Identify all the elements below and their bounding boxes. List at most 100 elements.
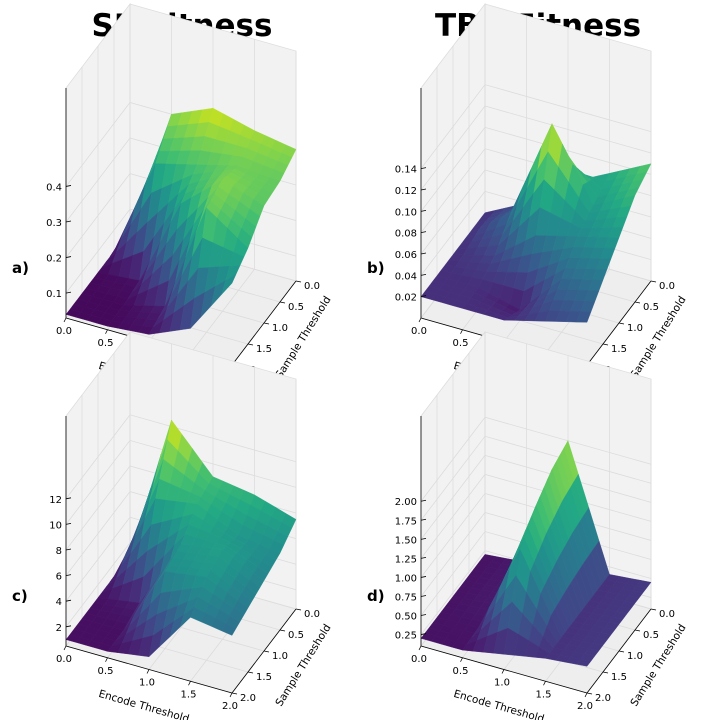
- y-tick-mark: [634, 629, 641, 632]
- y-tick-mark: [650, 280, 657, 283]
- z-tick-label: 0.25: [395, 631, 417, 642]
- y-tick-mark: [634, 301, 641, 304]
- z-tick-mark: [65, 291, 72, 294]
- y-tick-mark: [618, 322, 625, 325]
- z-tick-label: 0.50: [395, 612, 417, 623]
- y-tick-label: 1.0: [272, 323, 288, 334]
- z-tick-label: 0.02: [395, 293, 417, 304]
- grid-line: [420, 126, 652, 212]
- z-tick-label: 0.4: [46, 182, 62, 193]
- grid-line: [65, 439, 297, 525]
- z-tick-mark: [420, 614, 427, 616]
- surface-facet: [576, 658, 592, 667]
- z-tick-mark: [420, 537, 427, 540]
- y-tick-label: 0.5: [288, 302, 304, 313]
- x-tick-mark: [501, 669, 505, 674]
- panel-label-d: d): [367, 587, 385, 605]
- z-tick-label: 0.14: [395, 165, 417, 176]
- grid-line: [420, 105, 652, 191]
- y-tick-label: 1.0: [272, 651, 288, 662]
- grid-line: [420, 454, 652, 540]
- panel-label-b: b): [367, 259, 385, 277]
- z-tick-label: 2.00: [395, 497, 417, 508]
- y-tick-mark: [231, 692, 238, 695]
- y-tick-label: 0.5: [643, 630, 659, 641]
- grid-line: [190, 269, 255, 354]
- y-tick-label: 0.5: [643, 302, 659, 313]
- x-tick-label: 2.0: [222, 701, 238, 712]
- x-tick-mark: [543, 681, 546, 686]
- x-tick-mark: [63, 645, 67, 651]
- y-tick-label: 1.5: [256, 344, 272, 355]
- z-tick-mark: [420, 499, 427, 502]
- x-tick-mark: [229, 692, 233, 698]
- surface-facet: [576, 311, 592, 323]
- y-tick-label: 2.0: [595, 693, 611, 704]
- y-tick-mark: [263, 650, 270, 653]
- x-tick-mark: [105, 329, 108, 334]
- z-tick-label: 0.10: [395, 207, 417, 218]
- x-tick-label: 1.5: [536, 689, 552, 700]
- x-axis-label: Encode Threshold: [452, 688, 545, 720]
- z-tick-mark: [65, 599, 72, 602]
- z-tick-mark: [65, 185, 72, 187]
- z-tick-label: 1.50: [395, 535, 417, 546]
- z-tick-label: 1.00: [395, 573, 417, 584]
- y-tick-mark: [650, 608, 657, 611]
- z-tick-label: 0.1: [46, 289, 62, 300]
- x-tick-label: 1.0: [139, 678, 155, 689]
- y-tick-mark: [295, 280, 302, 283]
- x-tick-label: 0.0: [411, 654, 427, 665]
- z-tick-mark: [420, 633, 427, 635]
- x-tick-label: 0.5: [453, 338, 469, 349]
- y-tick-label: 0.0: [659, 609, 675, 620]
- x-tick-mark: [418, 317, 422, 323]
- y-tick-label: 0.0: [304, 609, 320, 620]
- z-tick-mark: [420, 273, 427, 276]
- z-tick-mark: [65, 548, 72, 551]
- z-tick-label: 0.06: [395, 250, 417, 261]
- z-tick-label: 0.3: [46, 218, 62, 229]
- y-tick-mark: [602, 671, 609, 674]
- z-tick-label: 0.04: [395, 271, 417, 282]
- surface-facet: [221, 273, 237, 295]
- x-tick-mark: [418, 645, 422, 651]
- y-tick-mark: [247, 671, 254, 674]
- grid-line: [420, 492, 652, 578]
- y-tick-mark: [279, 301, 286, 304]
- x-tick-label: 0.5: [98, 338, 114, 349]
- x-tick-label: 0.0: [56, 326, 72, 337]
- x-tick-mark: [146, 669, 150, 674]
- z-tick-mark: [65, 256, 72, 258]
- x-tick-mark: [188, 681, 191, 686]
- y-tick-label: 0.0: [659, 281, 675, 292]
- y-tick-mark: [618, 650, 625, 653]
- y-tick-label: 1.0: [627, 323, 643, 334]
- x-tick-label: 0.5: [453, 666, 469, 677]
- z-tick-label: 8: [56, 546, 62, 557]
- y-tick-mark: [295, 608, 302, 611]
- z-tick-label: 1.25: [395, 554, 417, 565]
- x-tick-label: 1.0: [494, 678, 510, 689]
- z-tick-label: 4: [56, 597, 62, 608]
- grid-line: [420, 84, 652, 169]
- grid-line: [420, 435, 652, 521]
- z-tick-label: 1.75: [395, 516, 417, 527]
- z-tick-label: 0.2: [46, 254, 62, 265]
- z-tick-mark: [420, 518, 427, 521]
- z-tick-mark: [420, 231, 427, 234]
- x-tick-label: 2.0: [577, 701, 593, 712]
- z-tick-mark: [420, 252, 427, 255]
- x-tick-mark: [105, 657, 108, 662]
- panel-label-c: c): [12, 587, 28, 605]
- x-tick-mark: [584, 692, 588, 698]
- y-tick-mark: [279, 629, 286, 632]
- z-tick-mark: [420, 209, 427, 212]
- y-tick-mark: [263, 322, 270, 325]
- z-tick-mark: [420, 576, 427, 578]
- y-tick-mark: [247, 343, 254, 346]
